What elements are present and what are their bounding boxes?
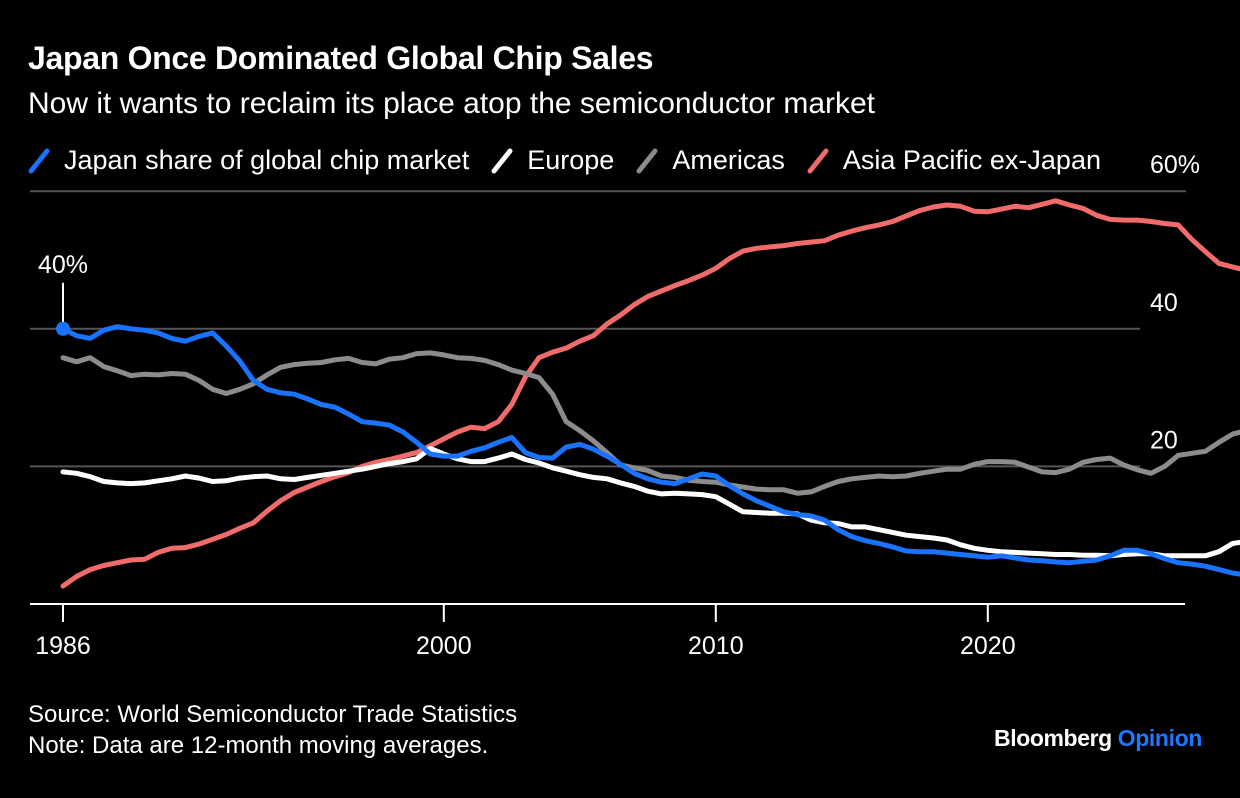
brand-main: Bloomberg bbox=[994, 725, 1112, 751]
series-line-asia-pacific bbox=[60, 198, 1240, 589]
legend-item-europe: Europe bbox=[491, 145, 614, 176]
series-line-japan bbox=[60, 324, 1240, 577]
x-tick-label-2000: 2000 bbox=[416, 632, 472, 660]
brand-logo: Bloomberg Opinion bbox=[994, 725, 1202, 752]
legend-swatch-japan bbox=[28, 148, 50, 173]
x-tick-label-2010: 2010 bbox=[688, 632, 744, 660]
source-text: Source: World Semiconductor Trade Statis… bbox=[28, 701, 518, 728]
legend-label-europe: Europe bbox=[527, 145, 615, 175]
legend-label-asia-pacific: Asia Pacific ex-Japan bbox=[842, 145, 1101, 175]
legend-label-americas: Americas bbox=[672, 145, 785, 175]
legend-swatch-asia-pacific bbox=[807, 148, 829, 173]
source-note: Source: World Semiconductor Trade Statis… bbox=[28, 699, 517, 761]
legend-swatch-europe bbox=[491, 148, 513, 173]
annotation-dot-0 bbox=[56, 321, 70, 336]
chart-title: Japan Once Dominated Global Chip Sales bbox=[28, 40, 654, 76]
series-line-europe bbox=[60, 446, 1240, 559]
legend-item-asia-pacific: Asia Pacific ex-Japan bbox=[807, 145, 1101, 176]
y-tick-label-60: 60% bbox=[1150, 151, 1200, 179]
annotation-label-0: 40% bbox=[38, 251, 88, 279]
y-tick-label-20: 20 bbox=[1150, 426, 1178, 454]
x-tick-label-1986: 1986 bbox=[35, 632, 91, 660]
y-tick-label-40: 40 bbox=[1150, 289, 1178, 317]
legend-item-americas: Americas bbox=[636, 145, 785, 176]
legend-swatch-americas bbox=[636, 148, 658, 173]
note-text: Note: Data are 12-month moving averages. bbox=[28, 732, 489, 759]
legend-item-japan: Japan share of global chip market bbox=[28, 145, 469, 176]
brand-accent: Opinion bbox=[1117, 725, 1202, 751]
x-tick-label-2020: 2020 bbox=[960, 632, 1016, 660]
legend: Japan share of global chip market Europe… bbox=[28, 145, 1123, 176]
legend-label-japan: Japan share of global chip market bbox=[64, 145, 470, 175]
chart-subtitle: Now it wants to reclaim its place atop t… bbox=[28, 87, 876, 120]
series-line-americas bbox=[60, 350, 1240, 496]
